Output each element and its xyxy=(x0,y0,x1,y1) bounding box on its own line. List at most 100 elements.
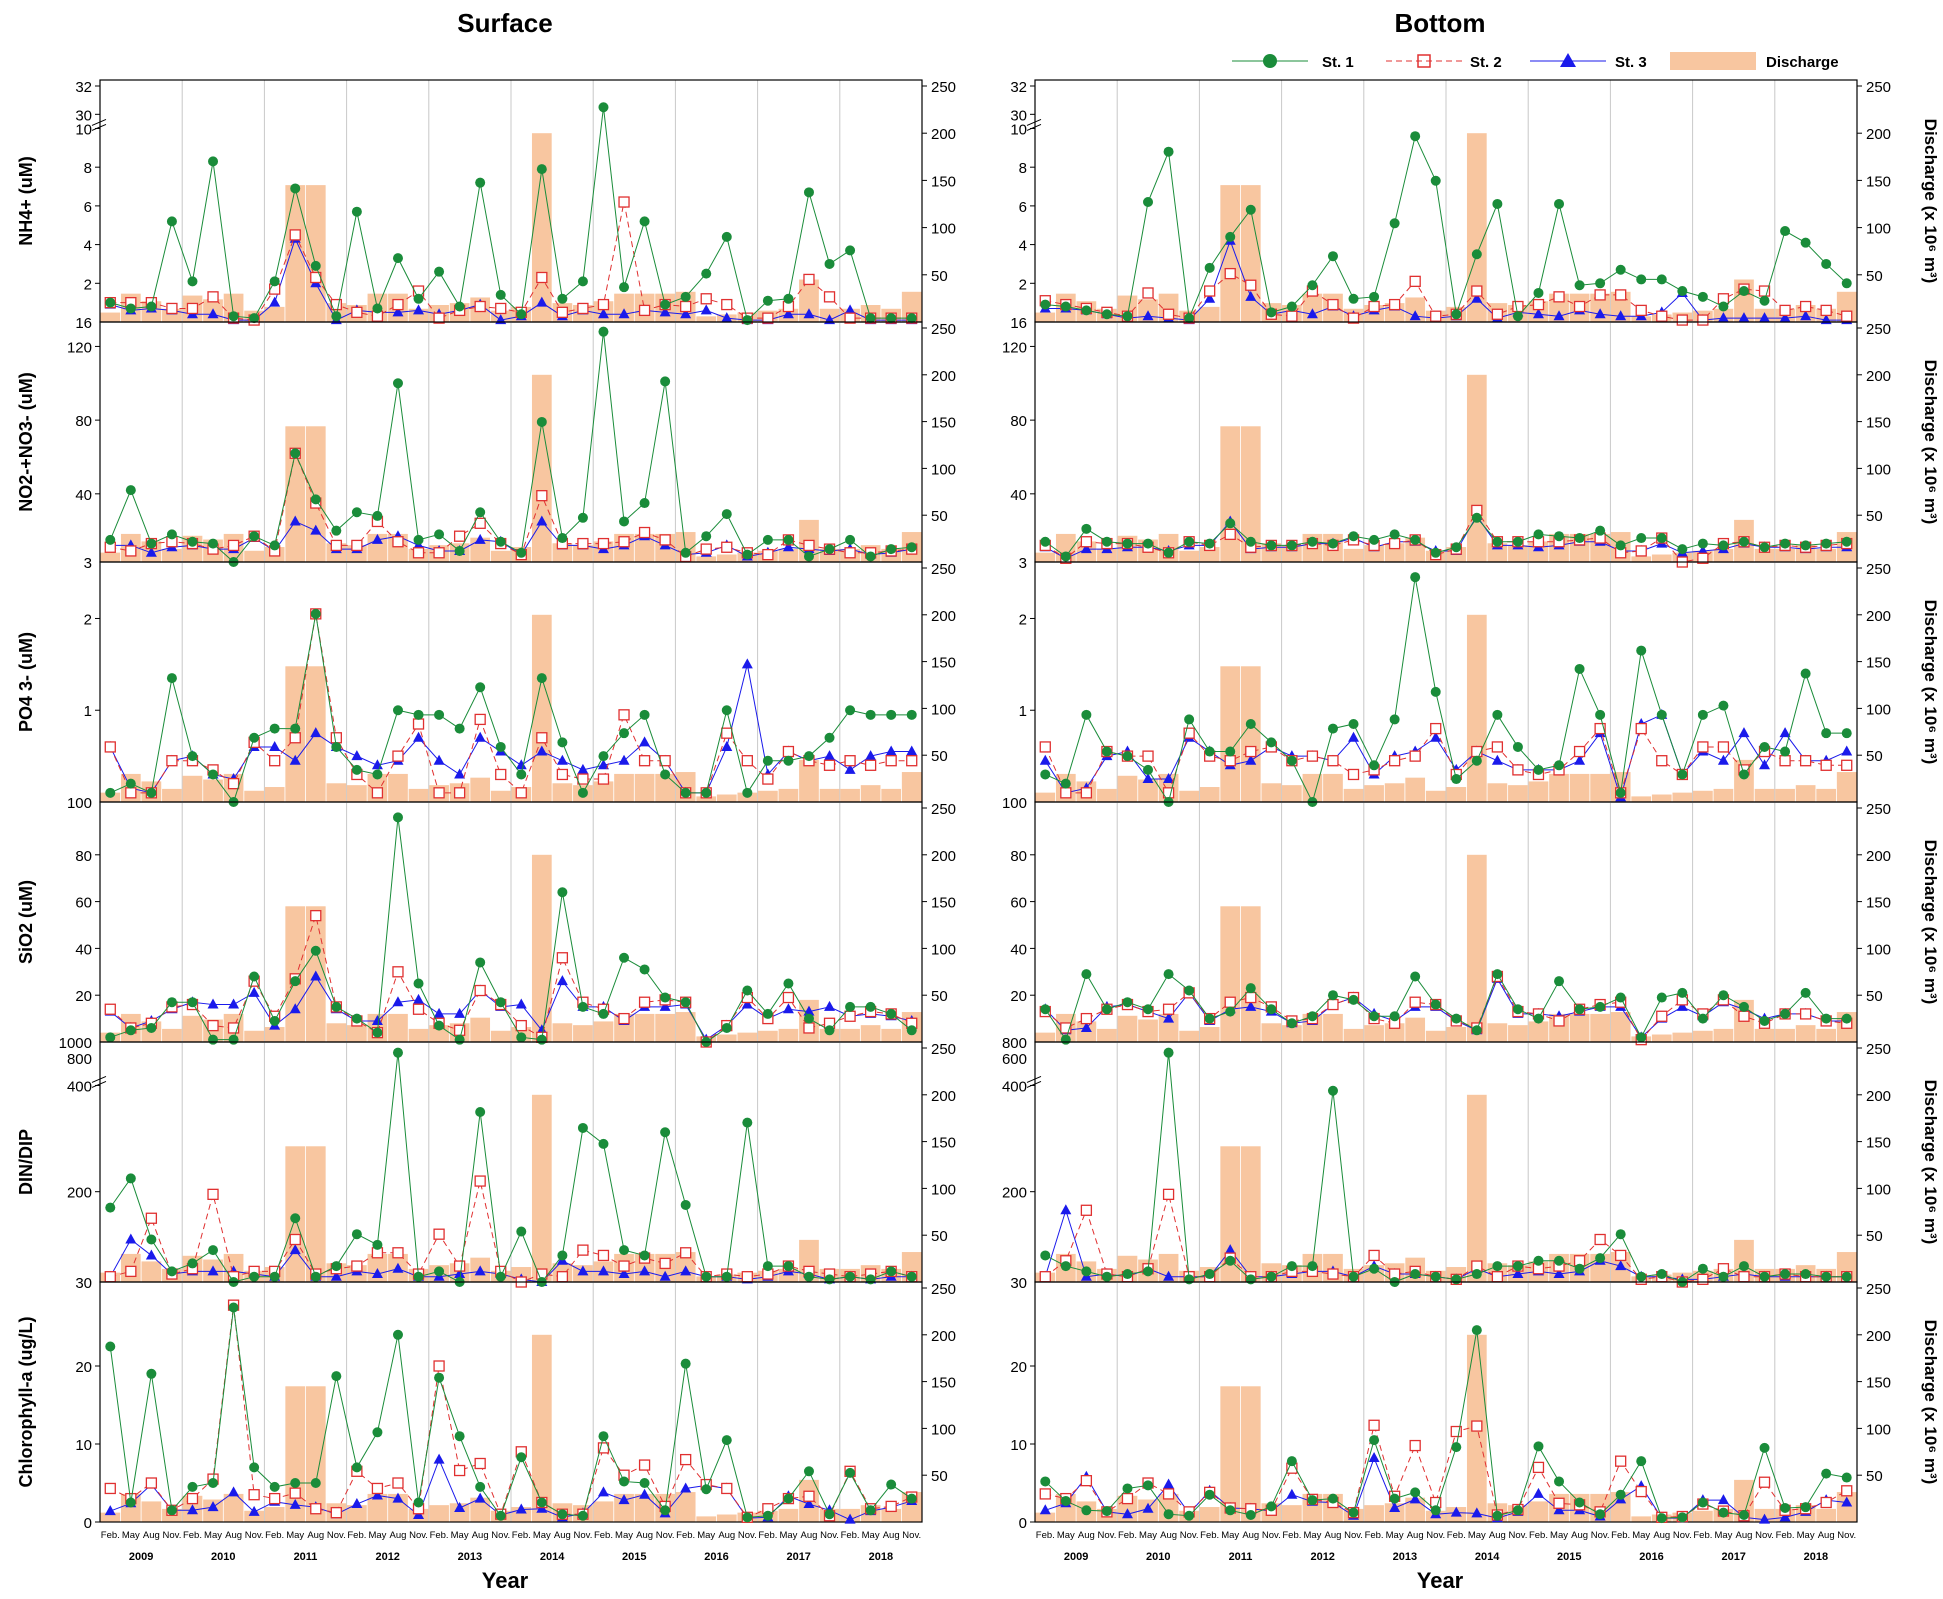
st1-point xyxy=(1307,1495,1318,1506)
st2-point xyxy=(1615,1455,1627,1467)
st1-point xyxy=(619,952,630,963)
st1-point xyxy=(1081,1505,1092,1516)
discharge-bar xyxy=(593,781,614,802)
st1-point xyxy=(1101,746,1112,757)
st3-point xyxy=(1080,543,1092,554)
st1-point xyxy=(721,1271,732,1282)
left-tick-label: 2 xyxy=(84,276,92,293)
discharge-bar xyxy=(1528,781,1549,802)
st2-point xyxy=(269,755,281,767)
discharge-bar xyxy=(1261,1023,1282,1042)
st1-line xyxy=(110,613,912,804)
st1-point xyxy=(1821,538,1832,549)
st1-point xyxy=(146,1234,157,1245)
st1-point xyxy=(392,1047,403,1058)
st1-point xyxy=(1327,1493,1338,1504)
st3-point xyxy=(1142,1502,1154,1513)
st1-point xyxy=(454,1034,465,1045)
st2-point xyxy=(474,984,486,997)
st2-point xyxy=(351,539,363,552)
st1-point xyxy=(1143,1004,1154,1015)
st1-point xyxy=(742,985,753,996)
left-tick-label: 2 xyxy=(1019,611,1027,628)
st1-point xyxy=(351,1229,362,1240)
st3-point xyxy=(1142,773,1154,784)
st1-point xyxy=(1718,540,1729,551)
st1-point xyxy=(1204,538,1215,549)
st1-point xyxy=(1122,311,1133,322)
discharge-bar xyxy=(1405,297,1426,322)
st1-point xyxy=(762,534,773,545)
left-tick-label: 30 xyxy=(1010,107,1027,124)
discharge-bar xyxy=(1816,788,1837,802)
discharge-bar xyxy=(716,554,737,562)
st1-point xyxy=(1122,1483,1133,1494)
st2-point xyxy=(104,1271,116,1283)
st2-point xyxy=(618,709,630,721)
st2-point xyxy=(864,759,877,771)
st1-point xyxy=(1841,536,1852,547)
st2-point xyxy=(392,1247,404,1259)
st1-point xyxy=(187,1481,198,1492)
st3-point xyxy=(125,1233,137,1244)
bottom-x-axis-title: Year xyxy=(1417,1568,1464,1593)
st1-point xyxy=(1369,1435,1380,1446)
st1-point xyxy=(1163,547,1174,558)
st2-point xyxy=(1409,275,1421,288)
st2-point xyxy=(474,1457,486,1470)
discharge-bar xyxy=(1405,1017,1426,1042)
left-tick-label: 10 xyxy=(1010,1437,1027,1454)
st2-point xyxy=(782,745,795,758)
st1-point xyxy=(1369,1263,1380,1274)
discharge-bar xyxy=(1343,548,1364,562)
right-tick-label: 150 xyxy=(1866,655,1891,672)
st1-point xyxy=(290,976,301,987)
discharge-bar xyxy=(162,788,182,802)
discharge-bar xyxy=(367,1253,388,1282)
st1-point xyxy=(125,1173,136,1184)
panel-frame xyxy=(1034,1281,1858,1523)
legend: St. 1 St. 2 St. 3 Discharge xyxy=(1232,52,1839,71)
discharge-bar xyxy=(860,1025,881,1042)
st1-point xyxy=(516,1226,527,1237)
discharge-bar xyxy=(347,1505,367,1522)
st1-point xyxy=(1841,1472,1852,1483)
legend-st2-label: St. 2 xyxy=(1470,54,1502,71)
st1-point xyxy=(1533,1255,1544,1266)
discharge-bar xyxy=(326,1023,347,1042)
month-tick-label: Aug xyxy=(1242,1530,1259,1541)
right-tick-label: 50 xyxy=(931,1228,948,1245)
discharge-bar xyxy=(264,1027,285,1042)
st1-line xyxy=(1045,134,1848,321)
st2-point xyxy=(371,1482,384,1495)
st1-point xyxy=(886,1008,897,1019)
surface-row-4: 200 400 50 100 150 200 250 DIN/DIP xyxy=(16,1041,956,1288)
right-tick-label: 150 xyxy=(1866,415,1891,432)
st1-point xyxy=(1718,301,1729,312)
month-tick-label: Aug xyxy=(1571,1530,1588,1541)
st3-point xyxy=(207,1265,219,1276)
st2-point xyxy=(1368,1249,1380,1262)
st1-point xyxy=(1718,700,1729,711)
st1-point xyxy=(557,1509,568,1520)
st1-point xyxy=(742,787,753,798)
st1-point xyxy=(1738,1261,1749,1272)
discharge-bar xyxy=(162,548,182,562)
st1-point xyxy=(208,1034,219,1045)
st1-point xyxy=(125,1025,136,1036)
st3-point xyxy=(289,754,301,765)
st1-point xyxy=(783,978,794,989)
discharge-bar xyxy=(552,1023,573,1042)
discharge-bar xyxy=(1343,1028,1364,1042)
st1-point xyxy=(1574,1004,1585,1015)
discharge-bar xyxy=(1158,1013,1179,1042)
st2-point xyxy=(433,312,445,324)
st1-point xyxy=(269,1481,280,1492)
month-tick-label: May xyxy=(1221,1530,1239,1541)
st3-point xyxy=(1841,745,1853,756)
st2-point xyxy=(330,732,342,744)
st1-point xyxy=(1800,668,1811,679)
month-tick-label: Nov. xyxy=(1755,1530,1774,1541)
month-tick-label: May xyxy=(1057,1530,1075,1541)
st1-point xyxy=(392,705,403,716)
